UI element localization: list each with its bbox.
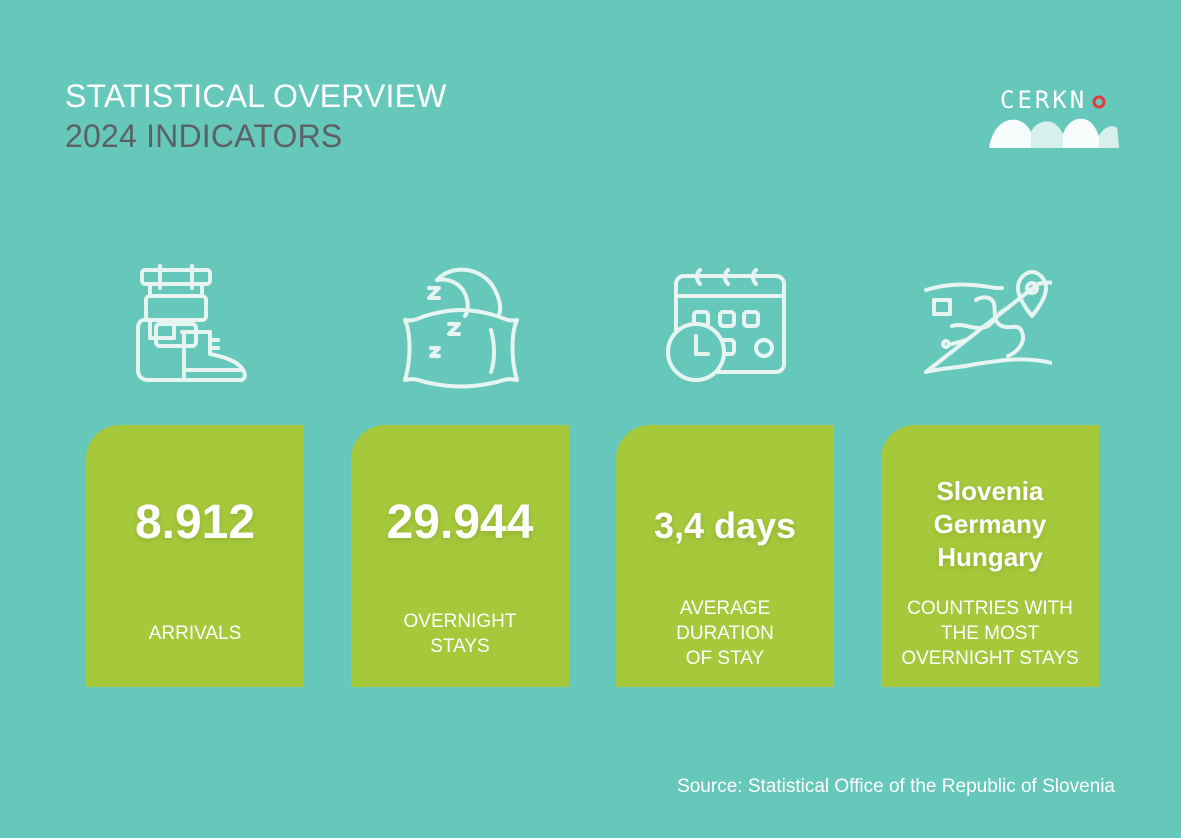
overnight-stays-value: 29.944 — [386, 496, 534, 549]
country-item: Hungary — [937, 542, 1043, 572]
average-duration-label: AVERAGE DURATION OF STAY — [676, 598, 774, 669]
top-countries-card: Slovenia Germany Hungary COUNTRIES WITH … — [881, 425, 1099, 687]
backpack-boot-icon — [130, 260, 260, 390]
country-item: Slovenia — [936, 476, 1044, 506]
pillow-moon-icon — [395, 260, 525, 390]
top-countries-label: COUNTRIES WITH THE MOST OVERNIGHT STAYS — [901, 598, 1079, 669]
source-note: Source: Statistical Office of the Republ… — [677, 776, 1115, 797]
cerkno-logo: CERKN — [985, 84, 1125, 154]
arrivals-label: ARRIVALS — [148, 623, 242, 644]
top-countries-list: Slovenia Germany Hungary — [881, 475, 1099, 574]
page-subtitle: 2024 INDICATORS — [65, 118, 343, 154]
map-pin-icon — [922, 260, 1058, 390]
overnight-stays-label: OVERNIGHT STAYS — [403, 611, 517, 657]
arrivals-card: 8.912 ARRIVALS — [86, 425, 304, 687]
average-duration-card: 3,4 days AVERAGE DURATION OF STAY — [616, 425, 834, 687]
page-title: STATISTICAL OVERVIEW — [65, 78, 447, 114]
arrivals-value: 8.912 — [134, 496, 256, 549]
logo-text: CERKN — [1000, 86, 1088, 114]
country-item: Germany — [933, 509, 1047, 539]
overnight-stays-card: 29.944 OVERNIGHT STAYS — [351, 425, 569, 687]
average-duration-value: 3,4 days — [653, 505, 797, 546]
calendar-clock-icon — [660, 260, 790, 390]
